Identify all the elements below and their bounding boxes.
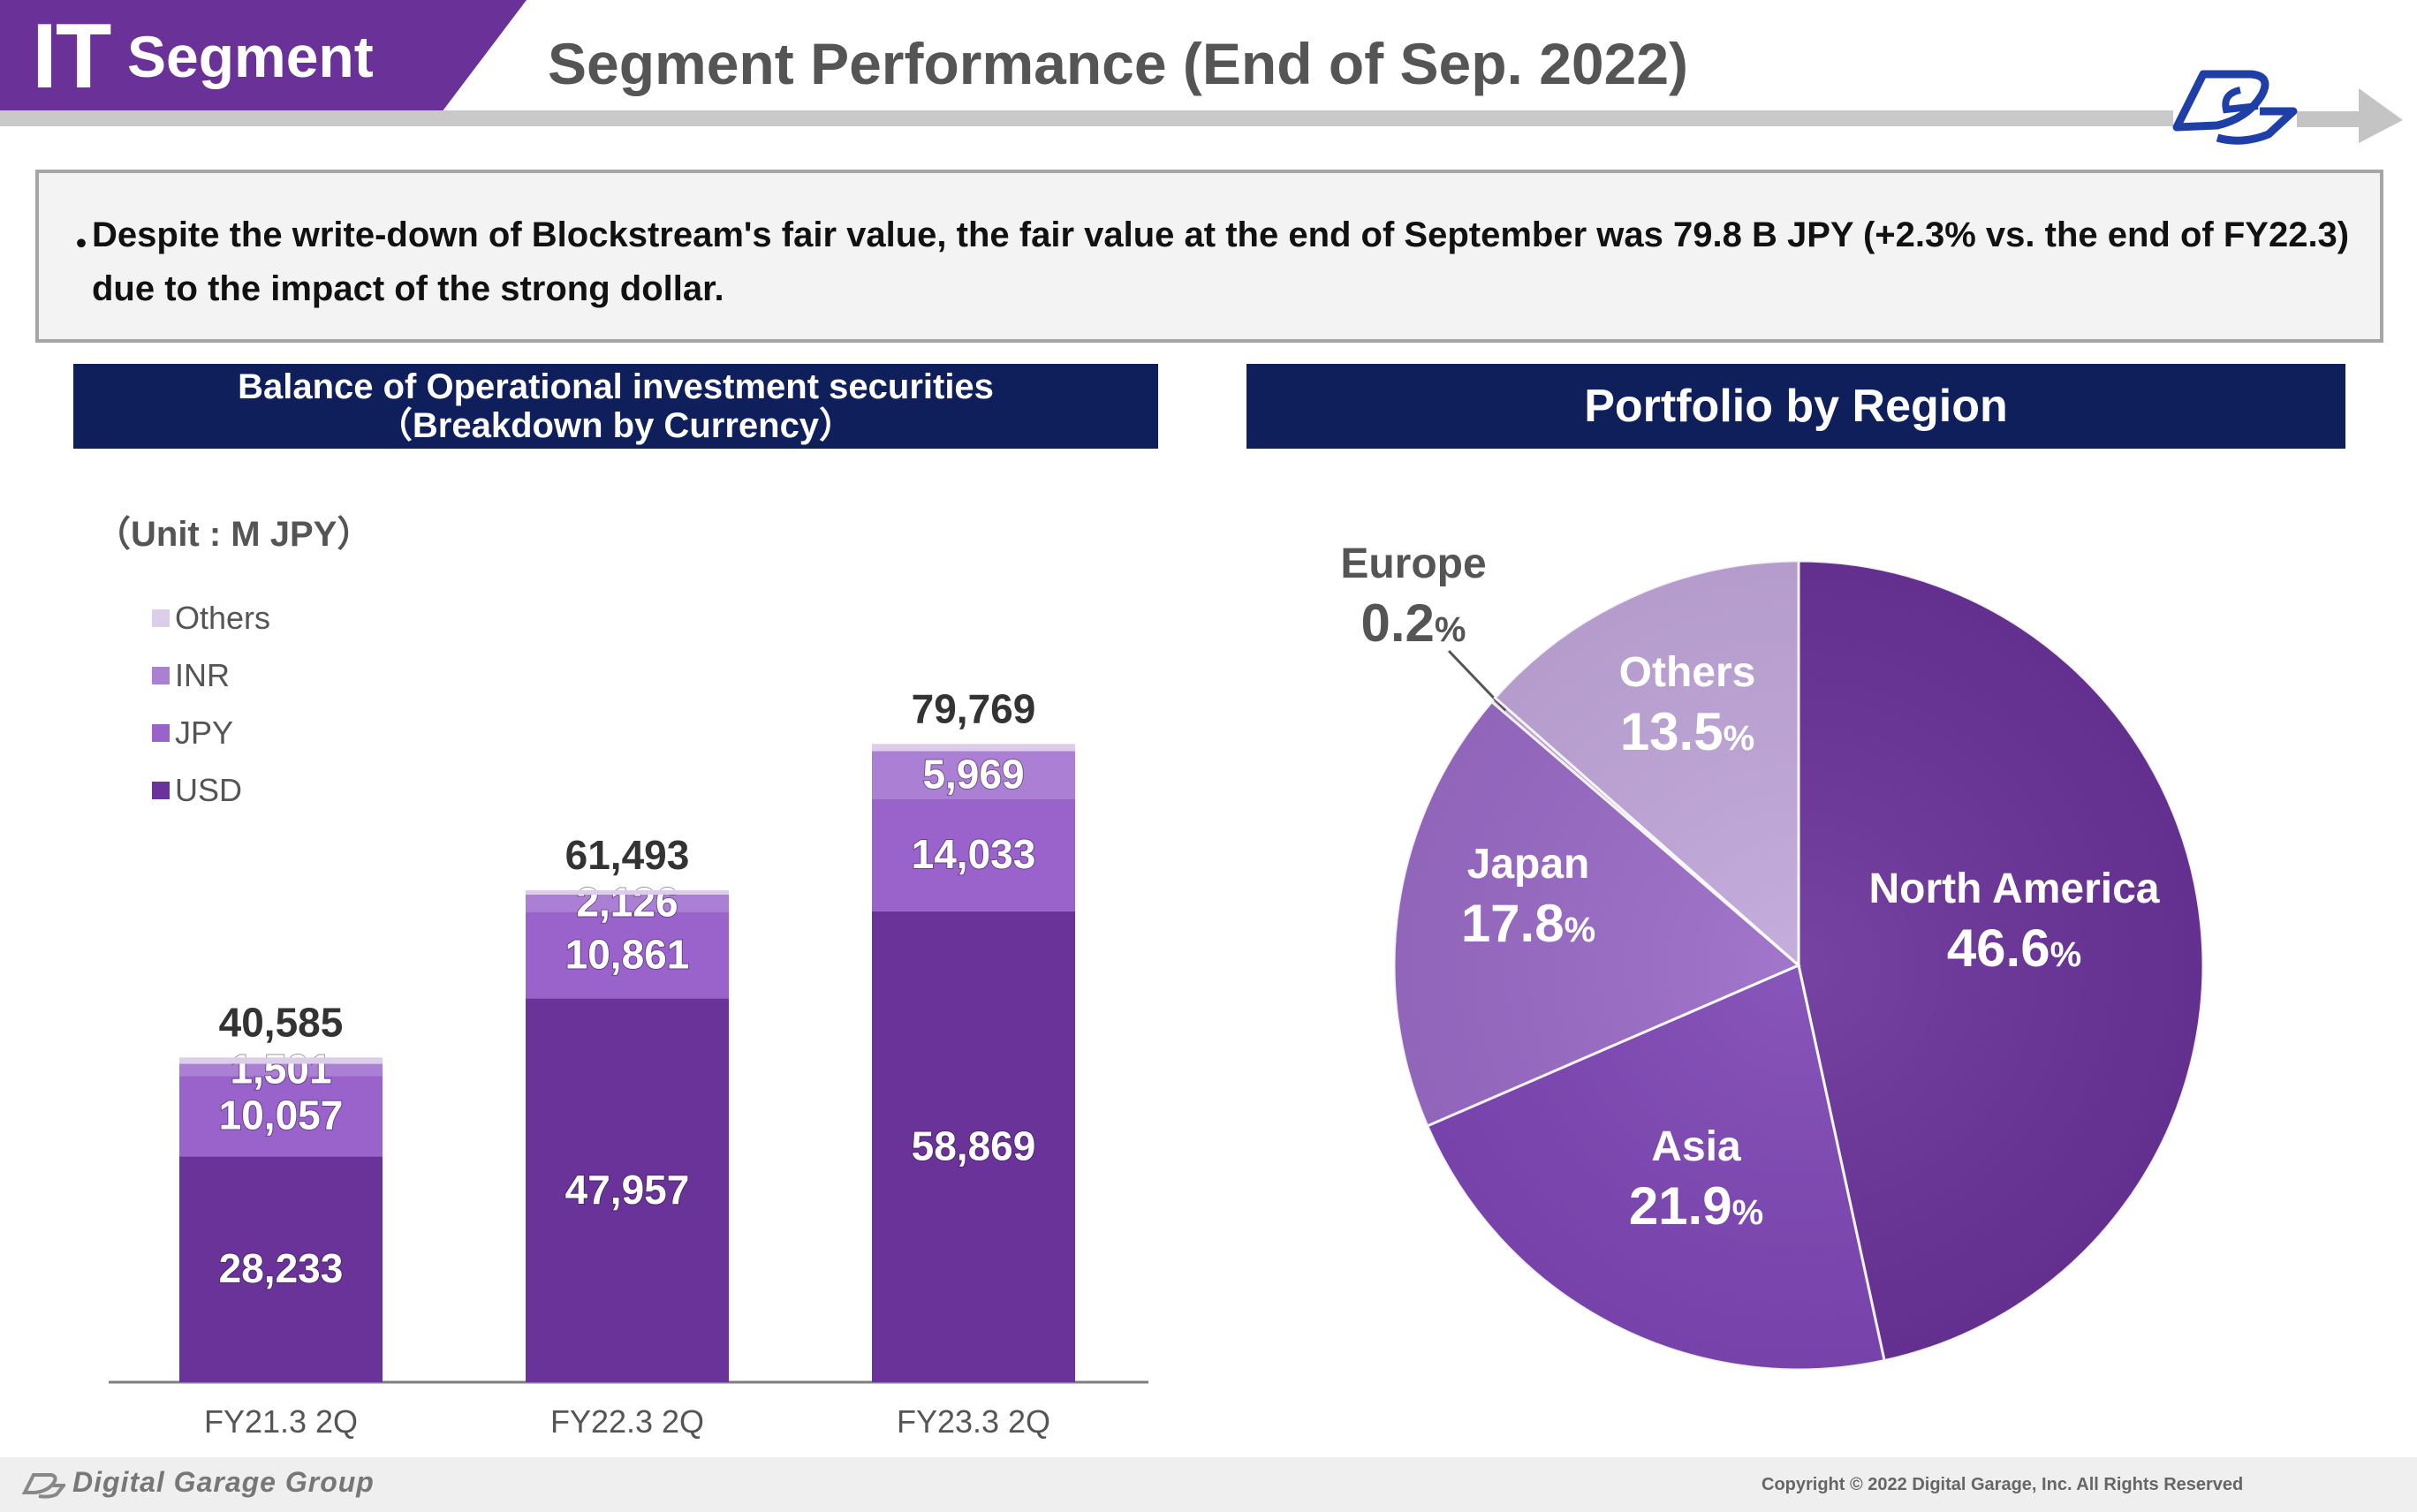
bar-panel-subtitle: （Breakdown by Currency） xyxy=(376,406,855,445)
pie-name-europe: Europe xyxy=(1340,541,1487,587)
pie-label-japan: Japan 17.8% xyxy=(1405,839,1652,964)
segment-tab: IT Segment xyxy=(0,0,530,112)
bar-total-label: 61,493 xyxy=(565,832,690,878)
bar-jpy-1 xyxy=(526,911,729,999)
pie-pct-japan: 17.8% xyxy=(1460,894,1596,953)
pie-label-asia: Asia 21.9% xyxy=(1572,1122,1820,1246)
pie-name-others: Others xyxy=(1618,649,1756,696)
header-rule xyxy=(0,110,2173,126)
legend-swatch-others xyxy=(152,609,170,627)
bar-usd-0 xyxy=(179,1156,383,1382)
page-title: Segment Performance (End of Sep. 2022) xyxy=(548,31,1689,96)
bar-value-label: 2,126 xyxy=(576,880,678,926)
bar-usd-2 xyxy=(872,911,1075,1382)
bar-total-label: 40,585 xyxy=(219,999,344,1045)
copyright: Copyright © 2022 Digital Garage, Inc. Al… xyxy=(1762,1475,2244,1494)
bar-jpy-2 xyxy=(872,798,1075,911)
legend-swatch-jpy xyxy=(152,724,170,742)
summary-bullet: ・ xyxy=(64,225,99,264)
legend-label-jpy: JPY xyxy=(175,714,234,751)
legend-swatch-usd xyxy=(152,782,170,799)
legend-item-inr: INR xyxy=(152,656,230,695)
x-tick-label: FY23.3 2Q xyxy=(897,1403,1050,1440)
footer: Digital Garage Group Copyright © 2022 Di… xyxy=(0,1457,2417,1512)
bar-value-label: 1,501 xyxy=(230,1046,331,1092)
bar-usd-1 xyxy=(526,998,729,1382)
pie-pct-others: 13.5% xyxy=(1619,702,1755,761)
bar-value-label: 58,869 xyxy=(912,1123,1036,1168)
pie-label-north-america: North America 46.6% xyxy=(1855,864,2173,988)
legend-item-others: Others xyxy=(152,599,270,638)
bar-value-label: 5,969 xyxy=(922,752,1024,798)
pie-panel-title: Portfolio by Region xyxy=(1584,381,2008,432)
dg-mark-icon xyxy=(21,1473,65,1499)
bar-panel-header: Balance of Operational investment securi… xyxy=(73,364,1158,449)
legend-item-usd: USD xyxy=(152,771,242,810)
legend-item-jpy: JPY xyxy=(152,714,233,752)
pie-name-north-america: North America xyxy=(1868,866,2160,912)
bar-value-label: 28,233 xyxy=(219,1245,344,1291)
unit-label: （Unit : M JPY） xyxy=(95,515,373,554)
pie-pct-asia: 21.9% xyxy=(1628,1176,1764,1236)
legend-label-usd: USD xyxy=(175,772,243,808)
pie-pct-north-america: 46.6% xyxy=(1946,919,2082,978)
x-tick-label: FY22.3 2Q xyxy=(550,1403,704,1440)
segment-prefix: IT xyxy=(32,5,111,108)
bar-inr-0 xyxy=(179,1063,383,1077)
legend-swatch-inr xyxy=(152,667,170,684)
bar-jpy-0 xyxy=(179,1076,383,1157)
legend-label-others: Others xyxy=(175,600,271,636)
bar-inr-1 xyxy=(526,894,729,912)
summary-text: Despite the write-down of Blockstream's … xyxy=(92,215,2350,308)
bar-others-1 xyxy=(526,889,729,895)
bar-value-label: 47,957 xyxy=(565,1167,690,1213)
bar-total-label: 79,769 xyxy=(912,685,1036,731)
pie-pct-europe: 0.2% xyxy=(1360,593,1466,653)
footer-brand: Digital Garage Group xyxy=(72,1466,375,1498)
bar-inr-2 xyxy=(872,751,1075,799)
bar-others-0 xyxy=(179,1057,383,1064)
arrow-right-icon xyxy=(2297,88,2403,143)
bar-value-label: 14,033 xyxy=(912,831,1036,877)
bar-value-label: 10,861 xyxy=(565,931,690,977)
pie-name-asia: Asia xyxy=(1651,1123,1741,1170)
segment-tab-shape xyxy=(0,0,527,112)
bar-panel-title: Balance of Operational investment securi… xyxy=(238,367,994,406)
segment-label: Segment xyxy=(127,24,374,89)
bar-value-label: 10,057 xyxy=(219,1092,344,1138)
bar-others-2 xyxy=(872,744,1075,752)
pie-name-japan: Japan xyxy=(1466,841,1590,888)
pie-label-europe: Europe 0.2% xyxy=(1307,539,1519,663)
x-tick-label: FY21.3 2Q xyxy=(204,1403,358,1440)
summary-box: ・ Despite the write-down of Blockstream'… xyxy=(35,170,2383,343)
legend-label-inr: INR xyxy=(175,657,230,693)
pie-panel-header: Portfolio by Region xyxy=(1246,364,2345,449)
pie-label-others: Others 13.5% xyxy=(1564,647,1811,772)
dg-logo-icon xyxy=(2172,70,2298,145)
